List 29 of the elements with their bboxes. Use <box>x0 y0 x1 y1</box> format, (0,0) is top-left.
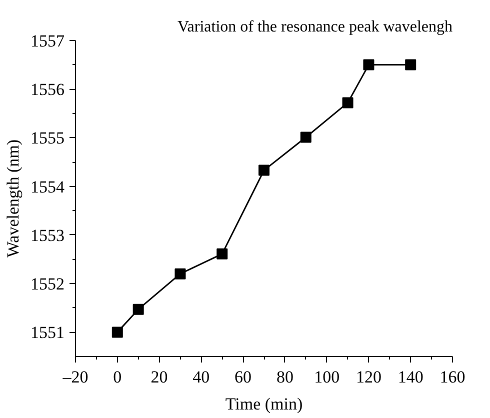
x-tick-label: 140 <box>398 368 424 386</box>
x-tick-label: 0 <box>113 368 122 386</box>
x-axis-title: Time (min) <box>225 394 303 414</box>
x-tick-label: 120 <box>356 368 382 386</box>
x-tick-label: 80 <box>276 368 294 386</box>
x-tick-label: 60 <box>234 368 252 386</box>
y-tick-label: 1557 <box>30 32 65 50</box>
y-tick-label: 1556 <box>30 80 64 100</box>
x-tick-label: 40 <box>192 368 210 386</box>
y-axis-title: Wavelength (nm) <box>4 139 22 258</box>
y-tick-label: 1552 <box>30 274 64 294</box>
point <box>216 248 228 260</box>
point <box>112 326 123 338</box>
point <box>300 132 312 143</box>
point <box>258 164 270 176</box>
point <box>342 97 354 108</box>
y-tick-label: 1553 <box>30 226 64 245</box>
y-tick-label: 1551 <box>30 323 64 342</box>
point <box>132 304 144 315</box>
x-tick-label: –20 <box>62 368 88 386</box>
point <box>174 268 186 280</box>
x-tick-label: 100 <box>314 368 340 386</box>
x-tick-label: 160 <box>440 368 466 386</box>
y-tick-label: 1555 <box>30 128 64 148</box>
point <box>363 59 374 70</box>
y-tick-label: 1554 <box>30 177 65 196</box>
x-tick-label: 20 <box>150 368 168 386</box>
chart-title: Variation of the resonance peak wavelengh <box>178 18 453 36</box>
point <box>405 59 416 70</box>
